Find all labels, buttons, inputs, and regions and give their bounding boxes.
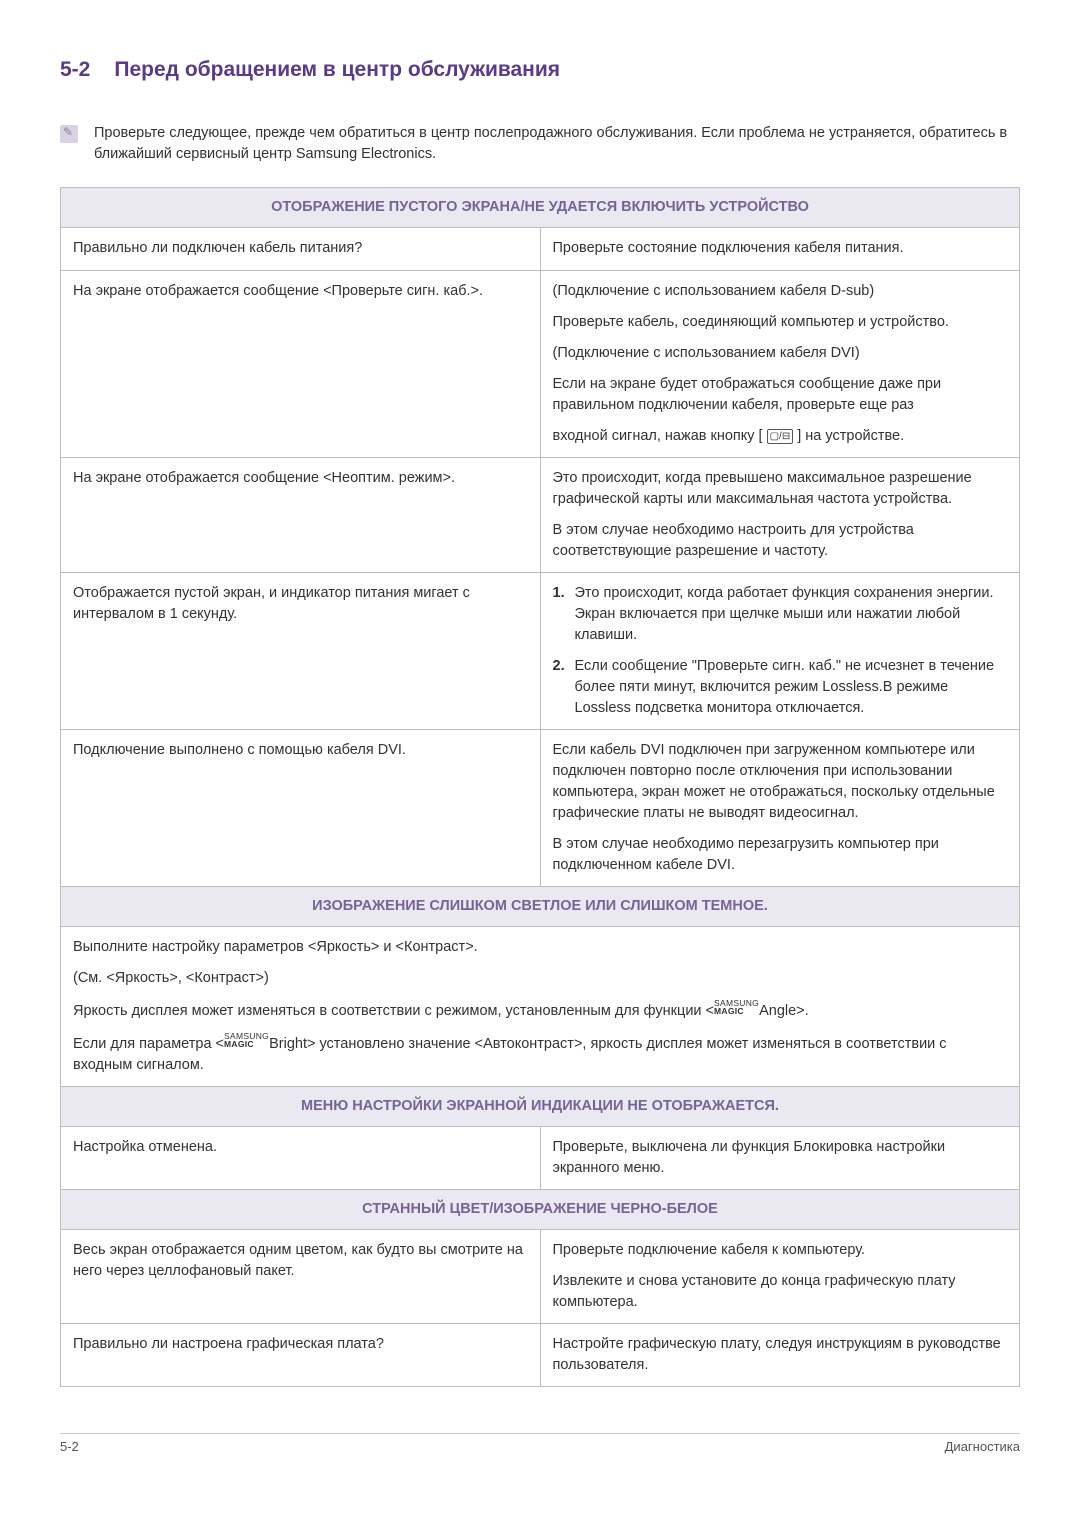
section-header: ИЗОБРАЖЕНИЕ СЛИШКОМ СВЕТЛОЕ ИЛИ СЛИШКОМ …	[61, 886, 1020, 926]
answer-paragraph: входной сигнал, нажав кнопку [ ▢/⊟ ] на …	[553, 426, 1008, 447]
answer-cell: Проверьте подключение кабеля к компьютер…	[540, 1230, 1020, 1324]
table-row: Подключение выполнено с помощью кабеля D…	[61, 729, 1020, 886]
list-number: 2.	[553, 656, 575, 719]
list-number: 1.	[553, 583, 575, 646]
note-block: Проверьте следующее, прежде чем обратить…	[60, 123, 1020, 165]
answer-paragraph: Извлеките и снова установите до конца гр…	[553, 1271, 1008, 1313]
list-body: Если сообщение "Проверьте сигн. каб." не…	[575, 656, 1008, 719]
answer-paragraph: Проверьте подключение кабеля к компьютер…	[553, 1240, 1008, 1261]
answer-paragraph: В этом случае необходимо настроить для у…	[553, 520, 1008, 562]
list-item: 1. Это происходит, когда работает функци…	[553, 583, 1008, 646]
list-body: Это происходит, когда работает функция с…	[575, 583, 1008, 646]
paragraph: Если для параметра <SAMSUNGMAGICBright> …	[73, 1032, 1007, 1076]
question-cell: Настройка отменена.	[61, 1126, 541, 1189]
question-cell: Правильно ли подключен кабель питания?	[61, 228, 541, 270]
logo-bottom: MAGIC	[224, 1040, 269, 1048]
list-item: 2. Если сообщение "Проверьте сигн. каб."…	[553, 656, 1008, 719]
answer-cell: (Подключение с использованием кабеля D-s…	[540, 270, 1020, 457]
answer-paragraph: Если на экране будет отображаться сообще…	[553, 374, 1008, 416]
note-text: Проверьте следующее, прежде чем обратить…	[94, 123, 1020, 165]
answer-paragraph: (Подключение с использованием кабеля DVI…	[553, 343, 1008, 364]
answer-cell: Проверьте, выключена ли функция Блокиров…	[540, 1126, 1020, 1189]
answer-paragraph: Проверьте кабель, соединяющий компьютер …	[553, 312, 1008, 333]
question-cell: На экране отображается сообщение <Неопти…	[61, 457, 541, 572]
table-row: Весь экран отображается одним цветом, ка…	[61, 1230, 1020, 1324]
answer-cell: Если кабель DVI подключен при загруженно…	[540, 729, 1020, 886]
question-cell: Отображается пустой экран, и индикатор п…	[61, 572, 541, 729]
samsung-magic-logo: SAMSUNGMAGIC	[224, 1032, 269, 1048]
footer-section-name: Диагностика	[945, 1438, 1020, 1457]
table-row: На экране отображается сообщение <Провер…	[61, 270, 1020, 457]
question-cell: Подключение выполнено с помощью кабеля D…	[61, 729, 541, 886]
section-heading: 5-2 Перед обращением в центр обслуживани…	[60, 55, 1020, 85]
text-span: Если для параметра <	[73, 1036, 224, 1052]
question-cell: Правильно ли настроена графическая плата…	[61, 1324, 541, 1387]
answer-paragraph: Если кабель DVI подключен при загруженно…	[553, 740, 1008, 824]
paragraph: Выполните настройку параметров <Яркость>…	[73, 937, 1007, 958]
section-header: МЕНЮ НАСТРОЙКИ ЭКРАННОЙ ИНДИКАЦИИ НЕ ОТО…	[61, 1086, 1020, 1126]
table-row: Правильно ли настроена графическая плата…	[61, 1324, 1020, 1387]
text-span: Angle>.	[759, 1003, 809, 1019]
text-span: входной сигнал, нажав кнопку [	[553, 428, 767, 444]
answer-paragraph: В этом случае необходимо перезагрузить к…	[553, 834, 1008, 876]
numbered-list: 1. Это происходит, когда работает функци…	[553, 583, 1008, 719]
samsung-magic-logo: SAMSUNGMAGIC	[714, 999, 759, 1015]
source-button-icon: ▢/⊟	[767, 429, 794, 444]
section-header: ОТОБРАЖЕНИЕ ПУСТОГО ЭКРАНА/НЕ УДАЕТСЯ ВК…	[61, 188, 1020, 228]
table-row: Настройка отменена. Проверьте, выключена…	[61, 1126, 1020, 1189]
answer-cell: Это происходит, когда превышено максимал…	[540, 457, 1020, 572]
text-span: Экран включается при щелчке мыши или наж…	[575, 606, 961, 643]
table-row: На экране отображается сообщение <Неопти…	[61, 457, 1020, 572]
paragraph: Яркость дисплея может изменяться в соотв…	[73, 999, 1007, 1022]
question-cell: На экране отображается сообщение <Провер…	[61, 270, 541, 457]
text-span: Это происходит, когда работает функция с…	[575, 585, 994, 601]
footer-page-number: 5-2	[60, 1438, 79, 1457]
heading-title: Перед обращением в центр обслуживания	[114, 58, 560, 81]
pencil-icon	[60, 125, 78, 143]
text-span: ] на устройстве.	[793, 428, 904, 444]
heading-number: 5-2	[60, 58, 90, 81]
answer-cell: Настройте графическую плату, следуя инст…	[540, 1324, 1020, 1387]
question-cell: Весь экран отображается одним цветом, ка…	[61, 1230, 541, 1324]
page-footer: 5-2 Диагностика	[60, 1433, 1020, 1457]
answer-paragraph: Это происходит, когда превышено максимал…	[553, 468, 1008, 510]
text-span: Яркость дисплея может изменяться в соотв…	[73, 1003, 714, 1019]
troubleshooting-table: ОТОБРАЖЕНИЕ ПУСТОГО ЭКРАНА/НЕ УДАЕТСЯ ВК…	[60, 187, 1020, 1387]
paragraph: (См. <Яркость>, <Контраст>)	[73, 968, 1007, 989]
logo-bottom: MAGIC	[714, 1007, 759, 1015]
answer-cell: 1. Это происходит, когда работает функци…	[540, 572, 1020, 729]
table-row: Отображается пустой экран, и индикатор п…	[61, 572, 1020, 729]
page: 5-2 Перед обращением в центр обслуживани…	[0, 0, 1080, 1487]
table-row: Правильно ли подключен кабель питания? П…	[61, 228, 1020, 270]
section-header: СТРАННЫЙ ЦВЕТ/ИЗОБРАЖЕНИЕ ЧЕРНО-БЕЛОЕ	[61, 1189, 1020, 1229]
table-row: Выполните настройку параметров <Яркость>…	[61, 926, 1020, 1086]
full-width-cell: Выполните настройку параметров <Яркость>…	[61, 926, 1020, 1086]
answer-cell: Проверьте состояние подключения кабеля п…	[540, 228, 1020, 270]
answer-paragraph: (Подключение с использованием кабеля D-s…	[553, 281, 1008, 302]
